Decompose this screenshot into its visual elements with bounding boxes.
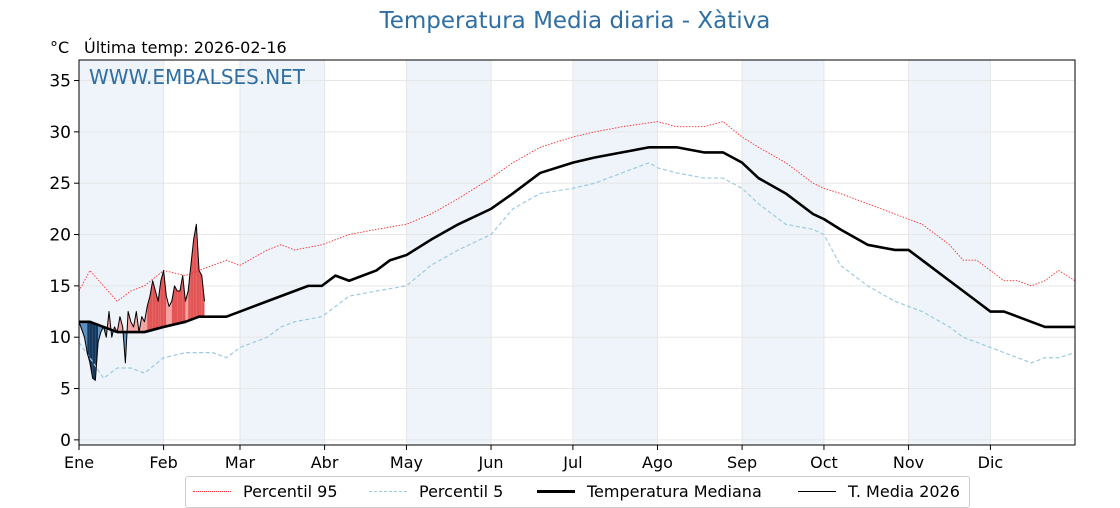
y-tick-label-20: 20 — [49, 226, 71, 246]
legend-label-p5: Percentil 5 — [419, 482, 503, 501]
legend-label-median: Temperatura Mediana — [587, 482, 762, 501]
x-tick-label-ene: Ene — [64, 453, 94, 472]
y-axis: 0 5 10 15 20 25 30 35 — [49, 72, 79, 451]
legend-swatch-p95 — [193, 491, 231, 492]
cold-anomaly-fill — [93, 323, 96, 380]
x-tick-label-jul: Jul — [562, 453, 582, 472]
y-tick-label-30: 30 — [49, 123, 71, 143]
warm-anomaly-fill — [175, 286, 178, 325]
warm-anomaly-fill — [177, 291, 180, 324]
x-tick-label-feb: Feb — [149, 453, 177, 472]
x-tick-label-abr: Abr — [311, 453, 339, 472]
x-tick-label-jun: Jun — [478, 453, 504, 472]
x-tick-label-dic: Dic — [978, 453, 1004, 472]
legend-swatch-median — [537, 490, 575, 493]
month-band-ene — [79, 60, 164, 445]
legend: Percentil 95 Percentil 5 Temperatura Med… — [185, 476, 970, 508]
y-tick-label-10: 10 — [49, 328, 71, 348]
y-tick-label-25: 25 — [49, 174, 71, 194]
legend-item-current: T. Media 2026 — [798, 482, 960, 501]
x-tick-label-oct: Oct — [810, 453, 838, 472]
x-axis: Ene Feb Mar Abr May Jun Jul Ago Sep Oct Nov Dic — [64, 445, 1003, 472]
month-band-may — [406, 60, 491, 445]
x-tick-label-sep: Sep — [727, 453, 757, 472]
legend-swatch-current — [798, 491, 836, 492]
x-tick-label-mar: Mar — [225, 453, 256, 472]
y-tick-label-15: 15 — [49, 277, 71, 297]
legend-swatch-p5 — [369, 491, 407, 492]
legend-item-median: Temperatura Mediana — [537, 482, 762, 501]
warm-anomaly-fill — [199, 270, 202, 316]
watermark-text: WWW.EMBALSES.NET — [89, 65, 306, 89]
y-tick-label-0: 0 — [60, 431, 71, 451]
legend-item-p5: Percentil 5 — [369, 482, 503, 501]
x-tick-label-ago: Ago — [642, 453, 673, 472]
legend-label-current: T. Media 2026 — [848, 482, 960, 501]
month-band-mar — [240, 60, 325, 445]
month-band-sep — [742, 60, 824, 445]
chart-plot: 0 5 10 15 20 25 30 35 Ene Feb Mar Abr May Jun Jul Ago S… — [0, 0, 1120, 476]
x-tick-label-may: May — [390, 453, 423, 472]
x-tick-label-nov: Nov — [893, 453, 924, 472]
month-bands — [79, 60, 990, 445]
month-band-jul — [573, 60, 658, 445]
month-band-nov — [909, 60, 991, 445]
legend-label-p95: Percentil 95 — [243, 482, 338, 501]
y-tick-label-35: 35 — [49, 72, 71, 92]
legend-item-p95: Percentil 95 — [193, 482, 338, 501]
y-tick-label-5: 5 — [60, 380, 71, 400]
